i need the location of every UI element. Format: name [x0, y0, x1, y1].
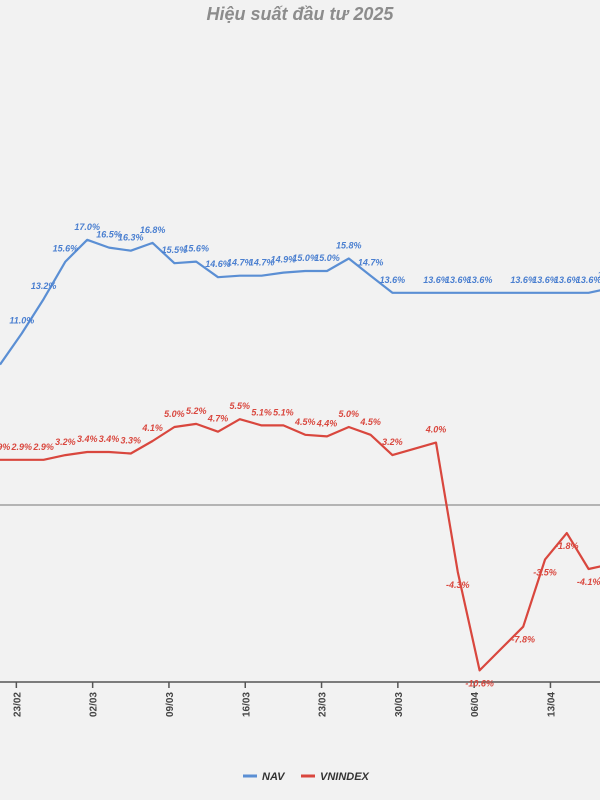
x-tick-label: 06/04	[470, 692, 481, 717]
data-label: 5.5%	[230, 401, 251, 411]
data-label: 4.5%	[359, 417, 381, 427]
x-tick-label: 23/03	[318, 692, 329, 717]
data-label: 14.9%	[271, 255, 297, 265]
series-line-vnindex	[0, 418, 600, 672]
data-label: 4.0%	[425, 425, 447, 435]
data-label: 3.4%	[99, 434, 120, 444]
data-label: 3.2%	[382, 437, 403, 447]
x-tick-label: 02/03	[89, 692, 100, 717]
data-label: 16.3%	[118, 233, 144, 243]
data-label: 14.7%	[227, 258, 253, 268]
data-label: 13.6%	[380, 275, 406, 285]
data-label: 4.5%	[294, 417, 316, 427]
data-label: 5.0%	[339, 409, 360, 419]
data-label: 15.0%	[292, 253, 318, 263]
data-label: 13.6%	[554, 275, 580, 285]
data-label: 5.2%	[186, 406, 207, 416]
legend-label: NAV	[262, 771, 286, 783]
data-label: 15.6%	[183, 244, 209, 254]
data-label: -1.8%	[555, 541, 579, 551]
data-label: 2.9%	[11, 442, 33, 452]
data-label: 13.9%	[598, 270, 600, 280]
data-label: 3.2%	[55, 437, 76, 447]
data-label: 4.4%	[316, 418, 338, 428]
data-label: 2.9%	[0, 442, 10, 452]
data-label: 3.3%	[121, 436, 142, 446]
data-label: 15.8%	[336, 241, 362, 251]
data-label: 14.7%	[249, 258, 275, 268]
data-label: 13.6%	[423, 275, 449, 285]
data-label: 13.6%	[467, 275, 493, 285]
data-label: 5.1%	[273, 407, 294, 417]
data-label: -4.1%	[577, 577, 600, 587]
data-label: -3.5%	[533, 568, 557, 578]
data-label: 2.9%	[32, 442, 54, 452]
data-label: 15.0%	[314, 253, 340, 263]
data-label: 13.2%	[31, 281, 57, 291]
x-tick-label: 13/04	[546, 692, 557, 717]
x-tick-label: 09/03	[165, 692, 176, 717]
data-label: 15.6%	[53, 244, 79, 254]
legend-label: VNINDEX	[320, 771, 370, 783]
data-label: 16.5%	[96, 230, 122, 240]
chart-title: Hiệu suất đầu tư 2025	[206, 4, 394, 24]
data-label: -7.8%	[511, 635, 535, 645]
series-line-nav	[0, 238, 600, 366]
x-tick-label: 23/02	[12, 692, 23, 717]
data-label: -3.8%	[599, 572, 600, 582]
data-label: 17.0%	[74, 222, 100, 232]
x-tick-label: 30/03	[394, 692, 405, 717]
data-label: 3.4%	[77, 434, 98, 444]
data-label: -10.6%	[465, 678, 494, 688]
data-label: 11.0%	[9, 315, 34, 325]
data-label: 16.8%	[140, 225, 166, 235]
data-label: 5.1%	[251, 407, 272, 417]
data-label: 14.6%	[205, 259, 231, 269]
data-label: 13.6%	[510, 275, 536, 285]
data-label: 4.7%	[207, 414, 229, 424]
data-label: 5.0%	[164, 409, 185, 419]
data-label: 13.6%	[445, 275, 471, 285]
data-label: 13.6%	[576, 275, 600, 285]
data-label: 4.1%	[141, 423, 163, 433]
data-label: 15.5%	[162, 245, 188, 255]
data-label: 14.7%	[358, 258, 384, 268]
x-tick-label: 16/03	[241, 692, 252, 717]
data-label: -4.3%	[446, 580, 470, 590]
data-label: 13.6%	[532, 275, 558, 285]
